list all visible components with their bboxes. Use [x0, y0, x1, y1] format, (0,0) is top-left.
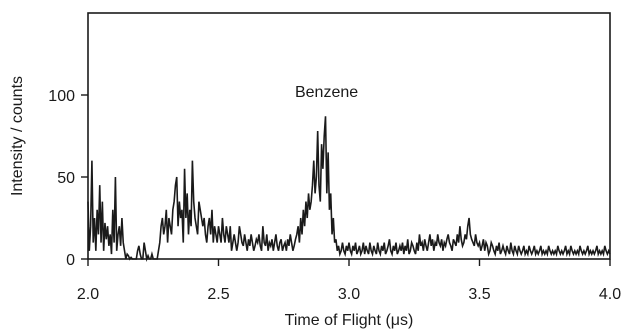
series-line-0: [87, 116, 611, 263]
x-tick-label: 2.5: [207, 286, 229, 303]
x-tick-label: 3.5: [468, 286, 490, 303]
plot-area: [87, 116, 611, 263]
y-tick-label: 0: [66, 252, 75, 269]
x-tick-label: 2.0: [77, 286, 99, 303]
y-tick-label: 100: [48, 88, 75, 105]
x-tick-label: 3.0: [338, 286, 360, 303]
axes: 2.0 2.5 3.0 3.5 4.0 0 50 100 Benzene: [48, 12, 621, 303]
annotation-label: Benzene: [295, 84, 358, 101]
y-axis-label: Intensity / counts: [9, 76, 26, 196]
x-axis-label: Time of Flight (μs): [285, 312, 414, 329]
x-tick-label: 4.0: [599, 286, 621, 303]
y-tick-label: 50: [57, 170, 75, 187]
